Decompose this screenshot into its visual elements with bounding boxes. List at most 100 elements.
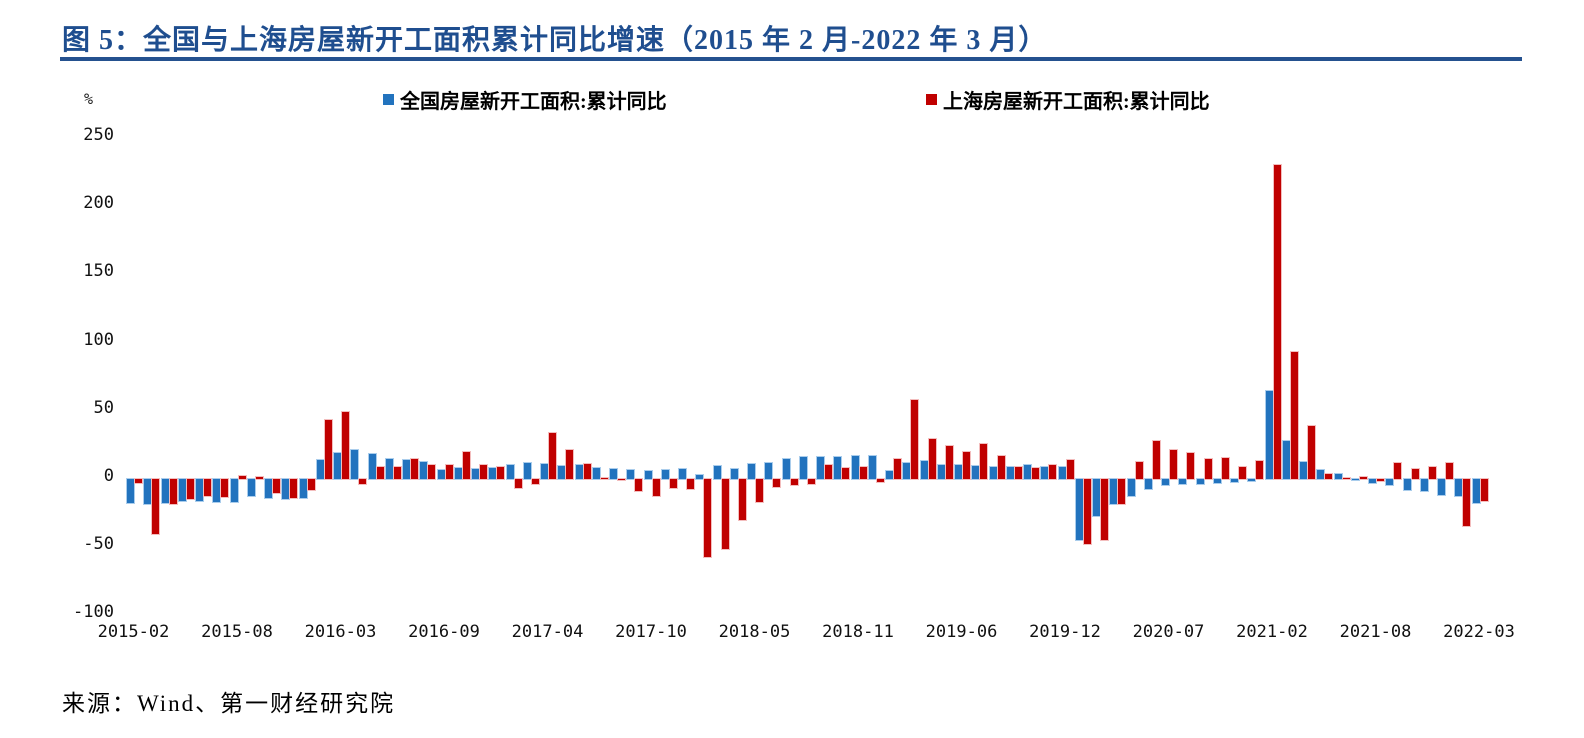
bar-shanghai-2021-12 bbox=[1445, 461, 1454, 480]
bar-shanghai-2017-02 bbox=[513, 478, 523, 489]
x-tick-label: 2017-10 bbox=[615, 622, 687, 642]
bar-shanghai-2020-05 bbox=[1134, 460, 1144, 480]
bar-national-2016-04 bbox=[350, 448, 360, 480]
bar-shanghai-2016-04 bbox=[358, 478, 368, 486]
bar-shanghai-2015-03 bbox=[151, 478, 161, 536]
legend-item-national: 全国房屋新开工面积:累计同比 bbox=[383, 88, 667, 113]
bar-shanghai-2020-06 bbox=[1151, 439, 1161, 480]
bar-shanghai-2020-04 bbox=[1117, 478, 1127, 506]
bar-national-2020-08 bbox=[1178, 478, 1188, 485]
bar-shanghai-2019-04 bbox=[927, 438, 937, 480]
figure-title: 图 5：全国与上海房屋新开工面积累计同比增速（2015 年 2 月-2022 年… bbox=[62, 25, 1048, 56]
bar-shanghai-2017-11 bbox=[668, 478, 678, 489]
bar-shanghai-2018-08 bbox=[806, 478, 816, 485]
bar-shanghai-2015-09 bbox=[254, 475, 264, 480]
bar-national-2020-11 bbox=[1230, 478, 1239, 483]
bar-national-2021-10 bbox=[1402, 478, 1412, 491]
bar-national-2017-08 bbox=[609, 467, 618, 480]
bar-shanghai-2015-05 bbox=[185, 478, 195, 501]
x-tick-label: 2020-07 bbox=[1132, 622, 1205, 642]
bar-shanghai-2017-08 bbox=[617, 478, 626, 482]
bar-shanghai-2021-08 bbox=[1376, 478, 1385, 483]
bar-shanghai-2017-03 bbox=[530, 478, 540, 485]
x-tick-label: 2017-04 bbox=[511, 622, 584, 642]
chart-legend: 全国房屋新开工面积:累计同比 上海房屋新开工面积:累计同比 bbox=[0, 88, 1584, 113]
bar-shanghai-2021-04 bbox=[1307, 424, 1316, 480]
bar-shanghai-2018-05 bbox=[755, 478, 764, 504]
bar-shanghai-2016-06 bbox=[392, 466, 402, 480]
bar-shanghai-2019-07 bbox=[979, 442, 989, 480]
bar-shanghai-2017-10 bbox=[651, 478, 661, 498]
legend-label-shanghai: 上海房屋新开工面积:累计同比 bbox=[943, 90, 1210, 113]
y-tick-label: 0 bbox=[103, 466, 114, 486]
bar-shanghai-2016-12 bbox=[496, 465, 506, 480]
bar-national-2015-09 bbox=[246, 478, 256, 498]
bar-shanghai-2017-12 bbox=[686, 478, 695, 490]
y-tick-label: 50 bbox=[93, 397, 114, 418]
bar-shanghai-2016-03 bbox=[341, 411, 350, 480]
bar-shanghai-2017-06 bbox=[582, 462, 592, 480]
bar-shanghai-2019-03 bbox=[910, 398, 920, 480]
bar-national-2017-03 bbox=[522, 462, 532, 480]
bar-shanghai-2022-02 bbox=[1462, 478, 1472, 528]
bar-shanghai-2019-09 bbox=[1013, 466, 1023, 480]
y-tick-label: -50 bbox=[83, 534, 114, 555]
bar-shanghai-2018-04 bbox=[737, 478, 747, 521]
bar-shanghai-2018-10 bbox=[841, 467, 851, 480]
bar-shanghai-2019-08 bbox=[996, 455, 1006, 480]
x-tick-label: 2016-03 bbox=[304, 622, 377, 642]
bar-national-2018-03 bbox=[712, 464, 722, 480]
bar-national-2018-04 bbox=[729, 468, 739, 480]
bar-national-2021-06 bbox=[1333, 473, 1343, 480]
bar-shanghai-2016-11 bbox=[479, 463, 488, 480]
bar-shanghai-2018-02 bbox=[703, 478, 713, 558]
bar-national-2020-05 bbox=[1126, 478, 1136, 498]
bar-shanghai-2018-12 bbox=[875, 478, 885, 484]
bar-shanghai-2016-05 bbox=[375, 465, 385, 480]
bar-shanghai-2022-03 bbox=[1479, 478, 1489, 502]
bar-national-2018-07 bbox=[781, 458, 791, 480]
x-tick-label: 2015-02 bbox=[97, 622, 170, 642]
bar-shanghai-2019-02 bbox=[893, 457, 902, 480]
bar-national-2018-05 bbox=[747, 463, 756, 480]
bar-national-2018-02 bbox=[695, 474, 705, 480]
x-tick-label: 2019-06 bbox=[925, 622, 998, 642]
bar-national-2021-11 bbox=[1419, 478, 1429, 493]
bar-shanghai-2019-10 bbox=[1031, 467, 1040, 480]
bar-shanghai-2020-08 bbox=[1186, 452, 1196, 480]
title-divider bbox=[60, 57, 1522, 61]
bar-shanghai-2021-09 bbox=[1393, 462, 1403, 480]
bar-shanghai-2021-07 bbox=[1358, 475, 1368, 480]
bar-shanghai-2016-08 bbox=[427, 463, 437, 480]
bar-shanghai-2019-06 bbox=[962, 451, 971, 480]
bar-shanghai-2020-02 bbox=[1082, 478, 1092, 545]
bar-shanghai-2020-10 bbox=[1220, 457, 1230, 480]
y-tick-label: 200 bbox=[83, 193, 114, 214]
bar-national-2017-07 bbox=[591, 467, 601, 480]
source-note: 来源：Wind、第一财经研究院 bbox=[62, 691, 396, 716]
bar-national-2017-02 bbox=[505, 463, 515, 480]
x-tick-label: 2015-08 bbox=[201, 622, 273, 642]
bar-shanghai-2018-11 bbox=[858, 465, 868, 480]
bar-shanghai-2020-03 bbox=[1100, 478, 1109, 542]
bar-shanghai-2016-10 bbox=[461, 450, 471, 480]
bar-shanghai-2015-08 bbox=[237, 475, 247, 480]
bar-national-2020-10 bbox=[1212, 478, 1222, 484]
bar-shanghai-2021-02 bbox=[1272, 164, 1282, 480]
bar-shanghai-2017-07 bbox=[599, 476, 609, 480]
bar-shanghai-2018-06 bbox=[772, 478, 782, 489]
y-tick-label: 100 bbox=[83, 329, 114, 350]
y-tick-label: -100 bbox=[73, 602, 114, 623]
bar-shanghai-2016-07 bbox=[410, 457, 419, 480]
bar-shanghai-2021-06 bbox=[1341, 476, 1351, 480]
bar-shanghai-2021-11 bbox=[1427, 465, 1437, 480]
bar-national-2020-06 bbox=[1143, 478, 1153, 491]
x-tick-label: 2019-12 bbox=[1029, 622, 1101, 642]
bar-shanghai-2015-06 bbox=[203, 478, 212, 498]
bar-shanghai-2019-11 bbox=[1048, 463, 1058, 480]
bar-national-2018-08 bbox=[798, 456, 808, 480]
legend-label-national: 全国房屋新开工面积:累计同比 bbox=[400, 90, 667, 113]
bar-national-2021-09 bbox=[1385, 478, 1395, 487]
bar-shanghai-2017-05 bbox=[565, 449, 575, 480]
